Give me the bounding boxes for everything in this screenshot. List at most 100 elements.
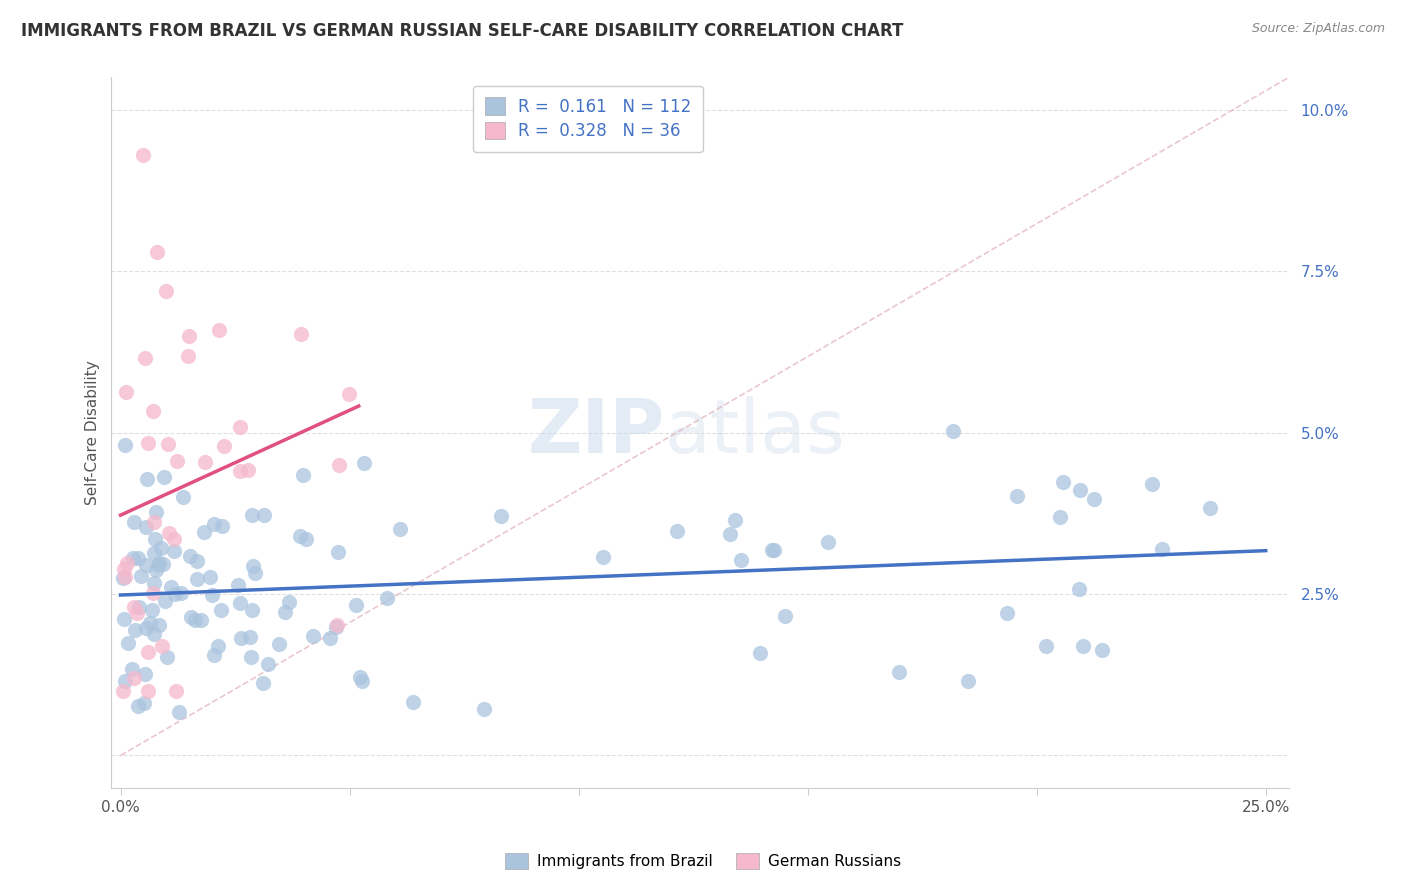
Point xyxy=(326,618,349,632)
Point xyxy=(252,508,274,523)
Point xyxy=(155,284,177,298)
Point xyxy=(201,588,224,602)
Point xyxy=(1052,475,1074,489)
Point xyxy=(115,385,138,400)
Point xyxy=(134,667,156,681)
Point xyxy=(111,571,134,585)
Point xyxy=(198,570,221,584)
Point xyxy=(352,674,374,689)
Point xyxy=(112,562,135,576)
Point xyxy=(291,467,314,482)
Point xyxy=(288,528,311,542)
Point xyxy=(290,327,312,342)
Point xyxy=(592,549,614,564)
Point xyxy=(231,632,253,646)
Point xyxy=(142,576,165,591)
Point xyxy=(129,568,152,582)
Point xyxy=(153,593,176,607)
Point xyxy=(1005,489,1028,503)
Point xyxy=(156,649,179,664)
Point xyxy=(114,674,136,689)
Legend: R =  0.161   N = 112, R =  0.328   N = 36: R = 0.161 N = 112, R = 0.328 N = 36 xyxy=(472,86,703,153)
Point xyxy=(177,349,200,363)
Point xyxy=(122,600,145,615)
Point xyxy=(122,551,145,566)
Point xyxy=(402,695,425,709)
Point xyxy=(1091,643,1114,657)
Point xyxy=(1071,639,1094,653)
Point xyxy=(274,605,297,619)
Point xyxy=(995,606,1018,620)
Text: ZIP: ZIP xyxy=(527,396,665,469)
Point xyxy=(389,522,412,536)
Point xyxy=(121,661,143,675)
Point xyxy=(474,702,496,716)
Point xyxy=(163,587,186,601)
Point xyxy=(319,631,342,645)
Point xyxy=(269,637,291,651)
Point xyxy=(127,698,149,713)
Point xyxy=(328,458,350,473)
Point xyxy=(136,684,159,698)
Point xyxy=(190,613,212,627)
Point xyxy=(242,603,264,617)
Point xyxy=(165,684,187,698)
Point xyxy=(942,425,965,439)
Point xyxy=(148,617,170,632)
Point xyxy=(211,518,233,533)
Point xyxy=(127,551,149,566)
Point xyxy=(194,454,217,468)
Point xyxy=(135,520,157,534)
Point xyxy=(186,554,208,568)
Point xyxy=(146,558,169,573)
Point xyxy=(162,543,184,558)
Point xyxy=(238,630,260,644)
Point xyxy=(128,600,150,615)
Point xyxy=(723,513,745,527)
Point xyxy=(240,508,263,522)
Point xyxy=(349,670,371,684)
Point xyxy=(134,351,156,365)
Point xyxy=(252,676,274,690)
Point xyxy=(150,639,173,653)
Point xyxy=(124,671,146,685)
Point xyxy=(202,517,225,532)
Point xyxy=(142,545,165,559)
Point xyxy=(761,542,783,557)
Point xyxy=(229,596,252,610)
Point xyxy=(122,515,145,529)
Point xyxy=(202,648,225,662)
Point xyxy=(889,665,911,679)
Point xyxy=(153,470,176,484)
Point xyxy=(344,598,367,612)
Point xyxy=(114,570,136,584)
Point xyxy=(326,545,349,559)
Point xyxy=(112,612,135,626)
Point xyxy=(146,244,169,259)
Point xyxy=(212,439,235,453)
Point xyxy=(1199,501,1222,516)
Point xyxy=(302,628,325,642)
Point xyxy=(775,609,797,624)
Point xyxy=(207,323,229,337)
Point xyxy=(136,436,159,450)
Point xyxy=(277,595,299,609)
Point xyxy=(152,558,174,572)
Point xyxy=(166,454,188,468)
Point xyxy=(229,420,252,434)
Point xyxy=(665,524,688,539)
Point xyxy=(730,553,752,567)
Point xyxy=(239,649,262,664)
Point xyxy=(135,558,157,572)
Point xyxy=(256,657,278,671)
Point xyxy=(145,563,167,577)
Point xyxy=(170,585,193,599)
Point xyxy=(1049,510,1071,524)
Point xyxy=(132,148,155,162)
Point xyxy=(749,647,772,661)
Point xyxy=(179,549,201,563)
Legend: Immigrants from Brazil, German Russians: Immigrants from Brazil, German Russians xyxy=(499,847,907,875)
Point xyxy=(193,524,215,539)
Point xyxy=(139,615,162,630)
Point xyxy=(111,684,134,698)
